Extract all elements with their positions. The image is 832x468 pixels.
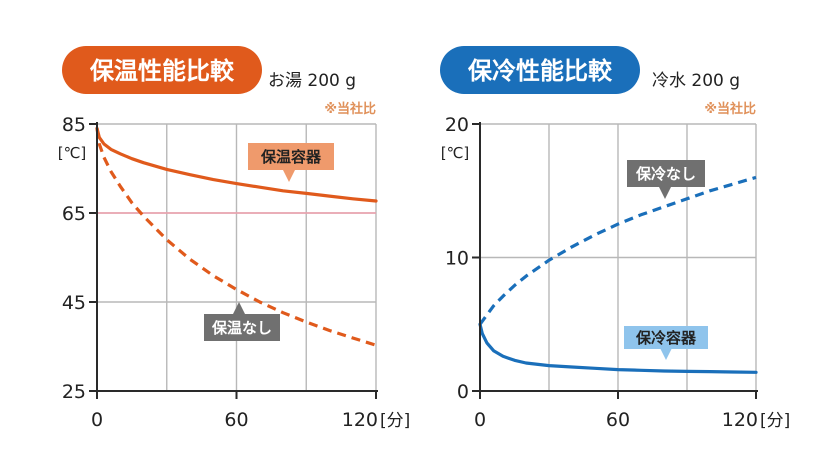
- cold-note: ※当社比: [704, 101, 756, 117]
- cold-series-group: [478, 175, 758, 374]
- warm-none-callout-pointer: [233, 302, 245, 314]
- cold-y-unit-label: [℃]: [441, 144, 470, 162]
- warm-container-callout: 保温容器: [248, 143, 334, 182]
- cold-container-callout-label: 保冷容器: [635, 329, 697, 347]
- cold-y-tick-label: 10: [445, 248, 469, 270]
- cold-y-tick-label: 20: [445, 114, 469, 136]
- warm-axes: 25 45 65 85 0 60 120: [62, 114, 378, 431]
- cold-condition: 冷水 200 g: [652, 71, 740, 91]
- warm-grid: [97, 123, 377, 391]
- warm-condition: お湯 200 g: [268, 71, 356, 91]
- warm-x-tick-label: 0: [91, 409, 103, 431]
- cold-container-callout: 保冷容器: [624, 326, 708, 360]
- warm-title: 保温性能比較: [89, 57, 235, 85]
- cold-none-callout-box: [627, 160, 705, 187]
- warm-x-unit-label: [分]: [380, 411, 410, 431]
- warm-title-pill: [62, 46, 262, 94]
- cold-container-callout-box: [624, 326, 708, 349]
- warm-y-unit-label: [℃]: [58, 144, 87, 162]
- warm-none-callout: 保温なし: [204, 302, 280, 341]
- cold-none-callout: 保冷なし: [627, 160, 705, 199]
- cold-x-tick-label: 60: [606, 409, 630, 431]
- cold-series-dashed-line: [478, 175, 757, 326]
- warm-none-callout-box: [204, 314, 280, 341]
- warm-container-callout-pointer: [283, 170, 295, 182]
- cold-series-solid-line: [478, 322, 758, 374]
- cold-x-tick-label: 0: [474, 409, 486, 431]
- warm-none-callout-label: 保温なし: [211, 319, 272, 337]
- cold-chart: 保冷性能比較 冷水 200 g ※当社比 0 10 20 0 60 120 [℃] [分]…: [440, 46, 790, 431]
- warm-y-tick-label: 25: [62, 381, 86, 403]
- warm-series-solid-line: [95, 126, 378, 203]
- warm-series-group: [95, 126, 378, 347]
- cold-title: 保冷性能比較: [467, 57, 613, 85]
- warm-series-dashed-line: [95, 128, 377, 347]
- warm-container-callout-label: 保温容器: [260, 148, 322, 166]
- warm-y-tick-label: 45: [62, 292, 86, 314]
- cold-x-tick-label: 120: [722, 409, 758, 431]
- warm-y-tick-label: 65: [62, 203, 86, 225]
- cold-none-callout-pointer: [659, 187, 671, 199]
- warm-container-callout-box: [248, 143, 334, 170]
- warm-x-tick-label: 60: [224, 409, 248, 431]
- cold-y-tick-label: 0: [457, 381, 469, 403]
- warm-x-tick-label: 120: [342, 409, 378, 431]
- cold-grid: [480, 123, 757, 391]
- warm-y-tick-label: 85: [62, 114, 86, 136]
- cold-title-pill: [440, 46, 640, 94]
- cold-x-unit-label: [分]: [760, 411, 790, 431]
- warm-note: ※当社比: [324, 101, 376, 117]
- cold-none-callout-label: 保冷なし: [635, 165, 696, 183]
- cold-axes: 0 10 20 0 60 120: [445, 114, 758, 431]
- cold-container-callout-pointer: [660, 348, 672, 360]
